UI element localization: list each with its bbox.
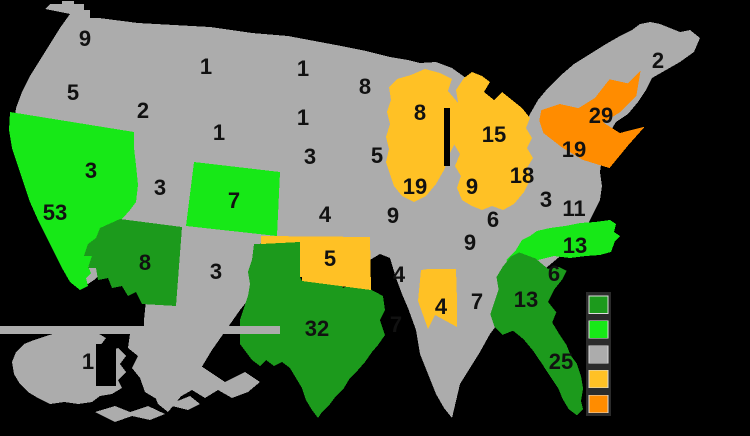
svg-text:9: 9 [466, 174, 478, 199]
svg-text:3: 3 [540, 187, 552, 212]
svg-text:13: 13 [514, 287, 538, 312]
svg-text:19: 19 [562, 137, 586, 162]
svg-text:7: 7 [471, 289, 483, 314]
svg-text:4: 4 [435, 294, 448, 319]
svg-text:1: 1 [213, 120, 225, 145]
svg-text:3: 3 [85, 158, 97, 183]
svg-text:8: 8 [414, 100, 426, 125]
svg-text:5: 5 [324, 246, 336, 271]
svg-text:53: 53 [43, 200, 67, 225]
svg-text:1: 1 [82, 349, 94, 374]
svg-text:32: 32 [305, 316, 329, 341]
svg-text:2: 2 [652, 48, 664, 73]
svg-text:29: 29 [589, 103, 613, 128]
svg-text:3: 3 [210, 259, 222, 284]
svg-text:4: 4 [319, 202, 332, 227]
svg-text:9: 9 [79, 26, 91, 51]
svg-text:5: 5 [371, 143, 383, 168]
svg-text:19: 19 [403, 174, 427, 199]
svg-text:8: 8 [139, 250, 151, 275]
svg-text:1: 1 [297, 105, 309, 130]
svg-text:7: 7 [390, 312, 402, 337]
svg-text:2: 2 [137, 98, 149, 123]
svg-text:9: 9 [387, 203, 399, 228]
svg-text:1: 1 [200, 54, 212, 79]
svg-text:3: 3 [154, 175, 166, 200]
svg-text:11: 11 [562, 196, 585, 221]
svg-text:6: 6 [548, 261, 560, 286]
svg-text:7: 7 [228, 188, 240, 213]
svg-text:15: 15 [482, 122, 506, 147]
svg-text:9: 9 [464, 230, 476, 255]
svg-text:6: 6 [487, 207, 499, 232]
svg-text:1: 1 [297, 56, 309, 81]
svg-text:13: 13 [563, 233, 587, 258]
svg-text:8: 8 [359, 74, 371, 99]
svg-text:3: 3 [304, 144, 316, 169]
svg-text:18: 18 [510, 163, 534, 188]
svg-text:4: 4 [393, 262, 406, 287]
svg-text:5: 5 [67, 80, 79, 105]
svg-text:25: 25 [549, 349, 573, 374]
